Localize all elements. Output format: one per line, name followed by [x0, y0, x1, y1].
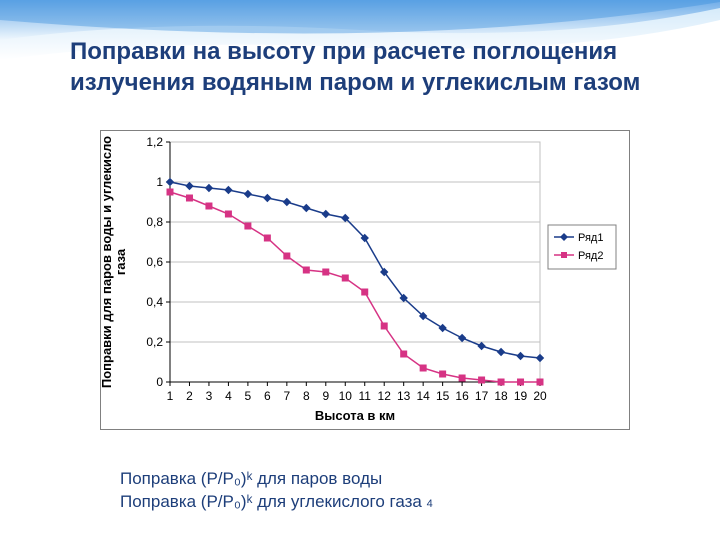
svg-text:0,8: 0,8 [146, 215, 163, 229]
svg-text:1,2: 1,2 [146, 135, 163, 149]
svg-text:16: 16 [455, 389, 469, 403]
svg-text:8: 8 [303, 389, 310, 403]
svg-text:20: 20 [533, 389, 547, 403]
svg-text:Высота в км: Высота в км [315, 408, 395, 423]
svg-text:11: 11 [359, 389, 372, 403]
svg-text:газа: газа [113, 248, 128, 275]
svg-text:0,2: 0,2 [146, 335, 163, 349]
svg-text:13: 13 [397, 389, 411, 403]
caption-line-2: Поправка (P/P₀)ᵏ для углекислого газа 4 [120, 491, 433, 514]
svg-text:19: 19 [514, 389, 528, 403]
svg-text:14: 14 [416, 389, 430, 403]
svg-text:0: 0 [156, 375, 163, 389]
svg-text:5: 5 [245, 389, 252, 403]
svg-text:6: 6 [264, 389, 271, 403]
caption: Поправка (P/P₀)ᵏ для паров воды Поправка… [120, 468, 433, 514]
svg-text:15: 15 [436, 389, 450, 403]
line-chart: 00,20,40,60,811,212345678910111213141516… [100, 130, 630, 430]
svg-text:3: 3 [206, 389, 213, 403]
chart-container: 00,20,40,60,811,212345678910111213141516… [100, 130, 630, 430]
svg-text:Ряд1: Ряд1 [578, 232, 603, 244]
svg-text:1: 1 [167, 389, 174, 403]
svg-text:2: 2 [186, 389, 193, 403]
svg-text:10: 10 [339, 389, 353, 403]
svg-text:17: 17 [475, 389, 489, 403]
svg-text:1: 1 [156, 175, 163, 189]
caption-line-1: Поправка (P/P₀)ᵏ для паров воды [120, 468, 433, 491]
svg-text:Ряд2: Ряд2 [578, 250, 603, 262]
slide: Поправки на высоту при расчете поглощени… [0, 0, 720, 540]
svg-text:12: 12 [378, 389, 392, 403]
svg-text:7: 7 [283, 389, 290, 403]
svg-text:Поправки для паров воды и угле: Поправки для паров воды и углекисло [100, 136, 114, 388]
svg-text:9: 9 [322, 389, 329, 403]
svg-text:4: 4 [225, 389, 232, 403]
slide-title: Поправки на высоту при расчете поглощени… [70, 36, 670, 98]
svg-text:0,6: 0,6 [146, 255, 163, 269]
svg-text:0,4: 0,4 [146, 295, 163, 309]
svg-text:18: 18 [494, 389, 508, 403]
